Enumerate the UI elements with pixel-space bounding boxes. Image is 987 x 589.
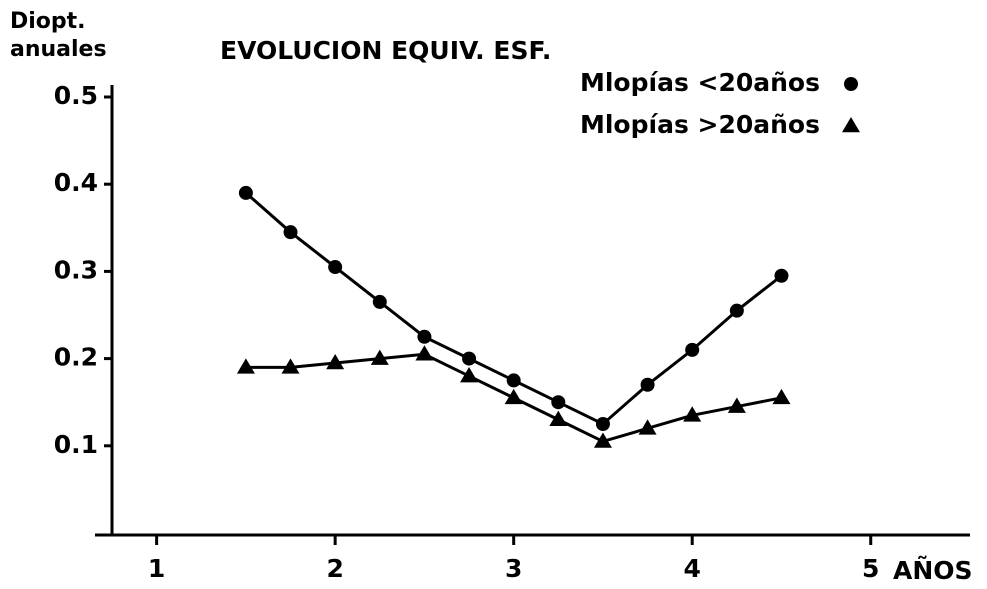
point: [638, 419, 657, 435]
x-label: AÑOS: [893, 556, 973, 585]
legend-label: Mlopías <20años: [580, 68, 820, 97]
x-tick-label: 2: [326, 554, 343, 583]
y-label: anuales: [10, 37, 107, 62]
y-tick-label: 0.5: [54, 81, 98, 110]
legend-marker: [842, 117, 860, 133]
point: [727, 397, 746, 413]
point: [372, 294, 387, 309]
point: [506, 373, 521, 388]
y-tick-label: 0.3: [54, 255, 98, 284]
point: [685, 342, 700, 357]
point: [593, 432, 612, 448]
x-tick-label: 3: [505, 554, 522, 583]
point: [236, 358, 255, 374]
point: [595, 417, 610, 431]
point: [281, 358, 300, 374]
point: [328, 260, 343, 275]
point: [772, 388, 791, 405]
legend-label: Mlopías >20años: [580, 110, 820, 139]
y-label: Diopt.: [10, 9, 86, 34]
point: [729, 303, 744, 318]
point: [326, 353, 345, 370]
point: [549, 410, 568, 426]
point: [551, 395, 566, 410]
x-tick-label: 1: [148, 554, 165, 583]
chart-title: EVOLUCION EQUIV. ESF.: [220, 36, 551, 65]
point: [417, 329, 432, 344]
x-tick-label: 5: [862, 554, 879, 583]
x-tick-label: 4: [684, 554, 701, 583]
y-tick-label: 0.2: [54, 343, 98, 372]
point: [504, 388, 523, 405]
point: [683, 406, 702, 422]
y-tick-label: 0.1: [54, 430, 98, 459]
point: [640, 377, 655, 392]
point: [462, 351, 477, 366]
point: [415, 345, 434, 361]
point: [238, 185, 253, 200]
legend-marker: [844, 77, 858, 91]
point: [283, 225, 298, 240]
point: [370, 349, 389, 365]
point: [460, 367, 479, 383]
y-tick-label: 0.4: [54, 168, 98, 197]
point: [774, 268, 789, 283]
